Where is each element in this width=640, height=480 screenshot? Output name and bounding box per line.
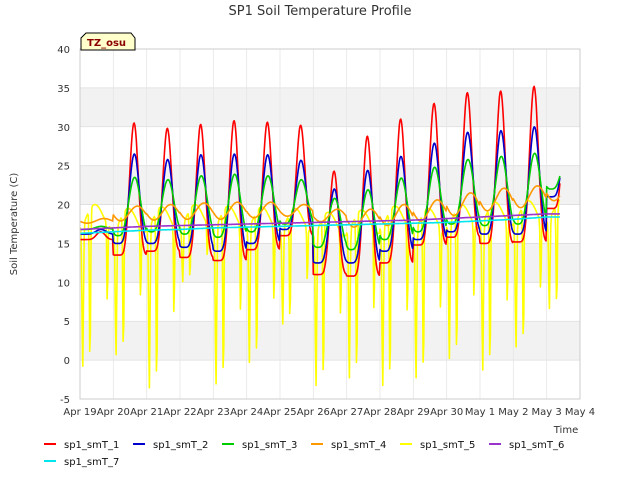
y-axis-label: Soil Temperature (C) (9, 173, 20, 276)
legend-label: sp1_smT_4 (331, 440, 386, 451)
x-tick-label: Apr 30 (430, 407, 463, 418)
legend-item-sp1_smT_6: sp1_smT_6 (489, 440, 564, 451)
x-tick-label: May 4 (565, 407, 595, 418)
y-tick-label: -5 (60, 395, 70, 406)
series-line-sp1_smT_2 (79, 126, 561, 264)
plot-band (80, 321, 580, 361)
legend-item-sp1_smT_2: sp1_smT_2 (133, 440, 208, 451)
series-line-sp1_smT_7 (79, 216, 560, 235)
y-tick-label: 25 (57, 162, 70, 173)
legend-label: sp1_smT_3 (242, 440, 297, 451)
legend-item-sp1_smT_5: sp1_smT_5 (400, 440, 475, 451)
x-tick-label: Apr 27 (330, 407, 363, 418)
x-axis-label: Time (553, 425, 578, 436)
legend-label: sp1_smT_5 (420, 440, 475, 451)
site-badge-box (80, 32, 136, 51)
x-tick-label: May 2 (498, 407, 528, 418)
series-line-sp1_smT_6 (79, 213, 560, 231)
site-badge-label: TZ_osu (87, 38, 126, 49)
plot-band (80, 243, 580, 283)
x-tick-label: Apr 19 (63, 407, 96, 418)
x-tick-label: Apr 28 (363, 407, 396, 418)
legend-item-sp1_smT_7: sp1_smT_7 (44, 457, 119, 468)
legend-item-sp1_smT_3: sp1_smT_3 (222, 440, 297, 451)
y-tick-label: 5 (64, 317, 70, 328)
legend-item-sp1_smT_4: sp1_smT_4 (311, 440, 386, 451)
x-tick-label: Apr 24 (230, 407, 263, 418)
x-tick-label: May 1 (465, 407, 495, 418)
legend-label: sp1_smT_7 (64, 457, 119, 468)
x-tick-label: May 3 (532, 407, 562, 418)
x-tick-label: Apr 25 (263, 407, 296, 418)
plot-frame (79, 48, 581, 400)
x-tick-label: Apr 23 (197, 407, 230, 418)
series-layer (79, 85, 561, 389)
x-tick-label: Apr 22 (163, 407, 196, 418)
y-axis-ticks: -5 0 5 10 15 20 25 30 35 40 (57, 45, 70, 406)
legend-item-sp1_smT_1: sp1_smT_1 (44, 440, 119, 451)
legend-label: sp1_smT_6 (509, 440, 564, 451)
legend-label: sp1_smT_1 (64, 440, 119, 451)
legend: sp1_smT_1 sp1_smT_2 sp1_smT_3 sp1_smT_4 sp1_… (44, 440, 564, 468)
x-tick-label: Apr 29 (397, 407, 430, 418)
x-axis-ticks: Apr 19 Apr 20 Apr 21 Apr 22 Apr 23 Apr 24 Apr … (63, 407, 595, 418)
y-tick-label: 35 (57, 84, 70, 95)
chart-title: SP1 Soil Temperature Profile (229, 4, 412, 19)
x-tick-label: Apr 20 (97, 407, 130, 418)
x-tick-label: Apr 21 (130, 407, 163, 418)
x-tick-label: Apr 26 (297, 407, 330, 418)
y-tick-label: 30 (57, 123, 70, 134)
y-tick-label: 20 (57, 201, 70, 212)
y-tick-label: 10 (57, 278, 70, 289)
y-tick-label: 0 (64, 356, 70, 367)
y-tick-label: 15 (57, 239, 70, 250)
y-tick-label: 40 (57, 45, 70, 56)
series-line-sp1_smT_5 (79, 199, 561, 389)
plot-band (80, 87, 580, 127)
site-badge: TZ_osu (80, 32, 136, 51)
legend-label: sp1_smT_2 (153, 440, 208, 451)
